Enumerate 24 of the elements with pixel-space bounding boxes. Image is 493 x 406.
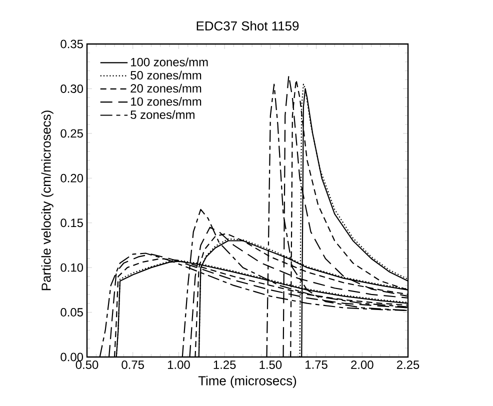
y-axis-title: Particle velocity (cm/microsecs) <box>41 110 54 290</box>
legend-label: 50 zones/mm <box>130 70 202 80</box>
legend-label: 5 zones/mm <box>130 110 194 119</box>
x-tick-label: 2.25 <box>396 360 420 369</box>
y-tick-label: 0.20 <box>60 174 84 182</box>
y-tick-label: 0.05 <box>60 308 83 317</box>
x-tick-label: 1.00 <box>168 360 190 369</box>
legend-label: 100 zones/mm <box>131 58 208 66</box>
y-tick-label: 0.25 <box>60 129 83 138</box>
x-tick-label: 2.00 <box>351 360 374 369</box>
y-tick-label: 0.10 <box>60 263 84 272</box>
y-tick-label: 0.00 <box>60 352 84 362</box>
x-axis-title: Time (microsecs) <box>198 376 296 388</box>
legend-label: 10 zones/mm <box>131 97 202 106</box>
chart-title: EDC37 Shot 1159 <box>196 21 299 31</box>
x-tick-label: 0.50 <box>76 360 98 369</box>
x-tick-label: 1.50 <box>260 360 282 369</box>
legend-label: 20 zones/mm <box>130 84 202 93</box>
x-tick-label: 1.75 <box>306 360 328 369</box>
y-tick-label: 0.35 <box>60 40 83 48</box>
x-tick-label: 1.25 <box>214 360 236 369</box>
y-tick-label: 0.30 <box>60 84 84 93</box>
y-tick-label: 0.15 <box>60 218 83 228</box>
x-tick-label: 0.75 <box>122 360 144 369</box>
